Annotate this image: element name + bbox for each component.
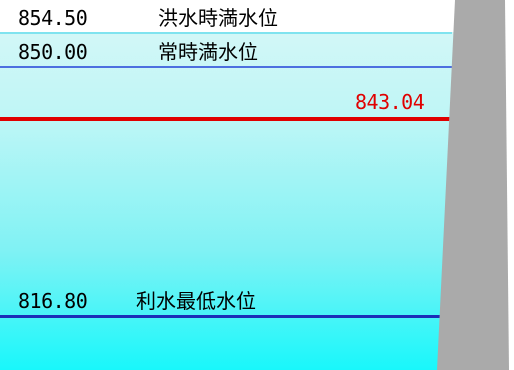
normal-level-value: 850.00 (18, 40, 88, 64)
current-level-value: 843.04 (355, 90, 425, 114)
flood-water-level-line (0, 32, 452, 34)
flood-level-label: 洪水時満水位 (158, 6, 278, 30)
normal-level-label: 常時満水位 (158, 40, 258, 64)
reservoir-water (0, 32, 470, 370)
minimum-level-label: 利水最低水位 (136, 289, 256, 313)
normal-water-level-line (0, 66, 452, 68)
flood-level-value: 854.50 (18, 6, 88, 30)
current-water-level-line (0, 117, 452, 121)
minimum-level-value: 816.80 (18, 289, 88, 313)
minimum-water-level-line (0, 315, 452, 318)
